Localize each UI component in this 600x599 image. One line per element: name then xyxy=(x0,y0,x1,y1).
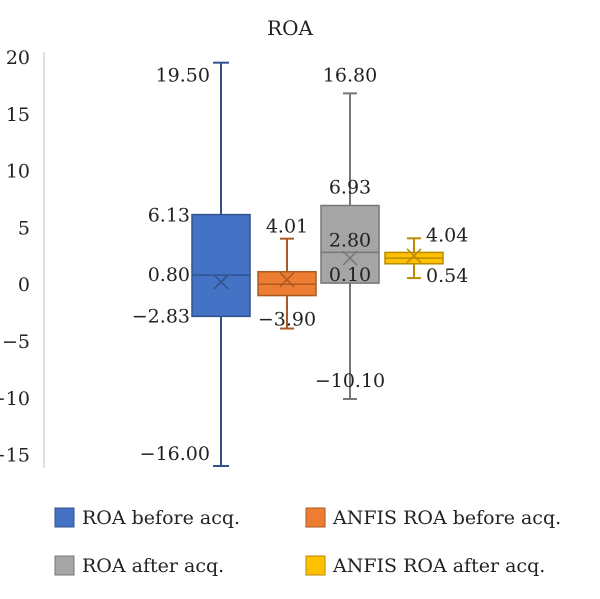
data-label: −16.00 xyxy=(140,443,210,465)
data-label: 2.80 xyxy=(329,229,371,251)
y-tick-label: 10 xyxy=(6,161,30,183)
data-label: 6.13 xyxy=(148,205,190,227)
data-label: 4.04 xyxy=(426,224,468,246)
box-0 xyxy=(191,61,251,467)
chart-title: ROA xyxy=(267,16,313,40)
data-label: 0.54 xyxy=(426,265,468,287)
legend-item: ANFIS ROA before acq. xyxy=(305,507,561,529)
mean-marker xyxy=(279,272,295,288)
data-label: −2.83 xyxy=(132,305,190,327)
y-tick-label: −10 xyxy=(0,388,30,410)
legend-label: ROA before acq. xyxy=(82,507,240,529)
y-tick-label: 0 xyxy=(18,274,30,296)
y-tick-label: 20 xyxy=(6,47,30,69)
data-labels: 19.50 6.13 0.80 −2.83 −16.00 4.01 −3.90 16.80 6.… xyxy=(132,64,469,465)
data-label: 4.01 xyxy=(266,216,308,238)
legend-swatch xyxy=(305,507,326,528)
data-label: 19.50 xyxy=(156,65,210,87)
box-1 xyxy=(257,237,317,330)
box-2 xyxy=(320,92,380,400)
boxes xyxy=(191,61,444,467)
data-label: −3.90 xyxy=(258,309,316,331)
legend-label: ANFIS ROA before acq. xyxy=(332,507,561,529)
legend-swatch xyxy=(54,507,75,528)
legend-swatch xyxy=(305,555,326,576)
y-tick-label: 15 xyxy=(6,104,30,126)
legend: ROA before acq. ANFIS ROA before acq. ROA … xyxy=(54,507,561,577)
mean-marker xyxy=(213,274,229,290)
legend-swatch xyxy=(54,555,75,576)
legend-item: ROA after acq. xyxy=(54,555,224,577)
legend-label: ANFIS ROA after acq. xyxy=(332,555,545,577)
y-tick-label: −5 xyxy=(2,331,30,353)
legend-label: ROA after acq. xyxy=(82,555,224,577)
box-3 xyxy=(384,237,444,280)
y-tick-label: −15 xyxy=(0,445,30,467)
mean-marker xyxy=(406,248,422,264)
data-label: 0.80 xyxy=(148,264,190,286)
data-label: 6.93 xyxy=(329,176,371,198)
data-label: −10.10 xyxy=(315,370,385,392)
legend-item: ANFIS ROA after acq. xyxy=(305,555,545,577)
y-axis-ticks: 20 15 10 5 0 −5 −10 −15 xyxy=(0,47,30,467)
data-label: 0.10 xyxy=(329,264,371,286)
box-iqr xyxy=(191,213,251,318)
data-label: 16.80 xyxy=(323,64,377,86)
legend-item: ROA before acq. xyxy=(54,507,240,529)
mean-marker xyxy=(342,250,358,266)
y-tick-label: 5 xyxy=(18,217,30,239)
box-iqr xyxy=(320,204,380,284)
